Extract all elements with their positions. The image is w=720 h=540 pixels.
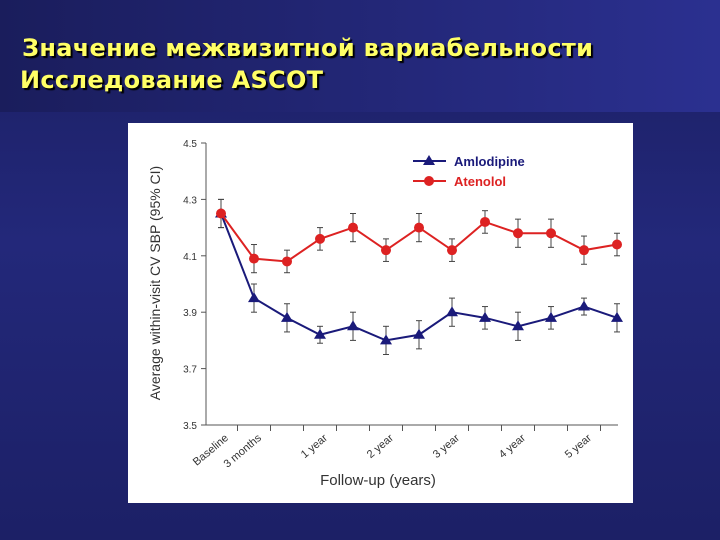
y-axis-label: Average within-visit CV SBP (95% CI) — [147, 166, 163, 400]
legend-marker — [423, 155, 435, 165]
series-atenolol — [216, 198, 622, 274]
data-point — [348, 222, 358, 233]
data-point — [611, 311, 623, 322]
x-tick-label: 2 year — [365, 432, 396, 461]
slide-title: Значение межвизитной вариабельности — [22, 34, 594, 62]
data-point — [315, 233, 325, 244]
x-tick-label: 3 year — [431, 432, 462, 461]
legend-label: Atenolol — [454, 174, 506, 189]
data-point — [578, 300, 590, 311]
legend-label: Amlodipine — [454, 154, 525, 169]
data-point — [414, 222, 424, 233]
data-point — [381, 245, 391, 256]
y-tick-label: 3.5 — [183, 421, 197, 432]
data-point — [216, 208, 226, 219]
y-tick-label: 4.3 — [183, 195, 197, 206]
data-point — [612, 239, 622, 250]
y-tick-label: 3.9 — [183, 308, 197, 319]
legend-marker — [424, 176, 434, 186]
y-tick-label: 4.5 — [183, 139, 197, 150]
data-point — [579, 245, 589, 256]
x-tick-label: 4 year — [497, 432, 528, 461]
data-point — [314, 328, 326, 339]
data-point — [281, 311, 293, 322]
slide-subtitle: Исследование ASCOT — [20, 66, 324, 94]
x-axis-label: Follow-up (years) — [320, 472, 436, 489]
data-point — [249, 253, 259, 264]
y-tick-label: 4.1 — [183, 252, 197, 263]
data-point — [447, 245, 457, 256]
data-point — [248, 292, 260, 303]
y-tick-group: 3.5 3.7 3.9 4.1 4.3 4.5 — [183, 139, 206, 432]
legend: Amlodipine Atenolol — [413, 154, 525, 189]
series-layer — [215, 198, 623, 355]
x-tick-label: 3 months — [222, 432, 265, 471]
chart-axes — [205, 143, 618, 426]
data-point — [347, 320, 359, 331]
title-bar — [0, 0, 720, 112]
data-point — [546, 228, 556, 239]
data-point — [480, 216, 490, 227]
data-point — [282, 256, 292, 267]
x-tick-label: 5 year — [563, 432, 594, 461]
chart-panel: 3.5 3.7 3.9 4.1 4.3 4.5 Baseline 3 months 1 yea… — [128, 123, 633, 503]
data-point — [513, 228, 523, 239]
data-point — [512, 320, 524, 331]
x-tick-label: 1 year — [299, 432, 330, 461]
data-point — [479, 311, 491, 322]
data-point — [413, 328, 425, 339]
data-point — [545, 311, 557, 322]
data-point — [446, 306, 458, 317]
data-point — [380, 334, 392, 345]
y-tick-label: 3.7 — [183, 365, 197, 376]
